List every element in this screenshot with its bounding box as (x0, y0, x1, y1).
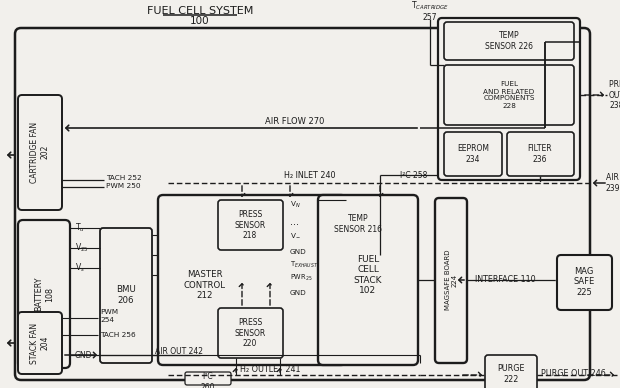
Text: I²C 258: I²C 258 (400, 170, 427, 180)
FancyBboxPatch shape (444, 65, 574, 125)
FancyBboxPatch shape (557, 255, 612, 310)
FancyBboxPatch shape (18, 220, 70, 368)
FancyBboxPatch shape (185, 372, 231, 385)
FancyBboxPatch shape (507, 132, 574, 176)
Text: AIR FLOW 270: AIR FLOW 270 (265, 118, 325, 126)
Text: PURGE
222: PURGE 222 (497, 364, 525, 384)
Text: V$_{-}$: V$_{-}$ (290, 231, 301, 239)
Text: MASTER
CONTROL
212: MASTER CONTROL 212 (184, 270, 226, 300)
Text: V$_N$: V$_N$ (290, 200, 301, 210)
Text: FUEL
CELL
STACK
102: FUEL CELL STACK 102 (354, 255, 383, 295)
Text: FUEL
AND RELATED
COMPONENTS
228: FUEL AND RELATED COMPONENTS 228 (483, 81, 534, 109)
Text: V$_s$: V$_s$ (75, 262, 85, 274)
FancyBboxPatch shape (18, 312, 62, 374)
Text: CARTRIDGE FAN
202: CARTRIDGE FAN 202 (30, 121, 50, 183)
Text: BMU
206: BMU 206 (116, 285, 136, 305)
FancyBboxPatch shape (318, 200, 398, 248)
Text: V$_{25}$: V$_{25}$ (75, 242, 89, 254)
Text: TACH 252: TACH 252 (106, 175, 142, 181)
Text: I²C
260: I²C 260 (201, 372, 215, 388)
Text: TEMP
SENSOR 216: TEMP SENSOR 216 (334, 214, 382, 234)
Text: FUEL CELL SYSTEM: FUEL CELL SYSTEM (147, 6, 253, 16)
FancyBboxPatch shape (218, 308, 283, 358)
Text: T$_{CARTRIDGE}$
257: T$_{CARTRIDGE}$ 257 (411, 0, 449, 23)
FancyBboxPatch shape (158, 195, 346, 365)
Text: 100: 100 (190, 16, 210, 26)
FancyBboxPatch shape (18, 95, 62, 210)
FancyBboxPatch shape (15, 28, 590, 380)
Text: EEPROM
234: EEPROM 234 (457, 144, 489, 164)
Text: T$_u$: T$_u$ (75, 222, 85, 234)
FancyBboxPatch shape (444, 132, 502, 176)
Text: TACH 256: TACH 256 (100, 332, 136, 338)
Text: FILTER
236: FILTER 236 (528, 144, 552, 164)
FancyBboxPatch shape (435, 198, 467, 363)
Text: PURGE OUT 246: PURGE OUT 246 (541, 369, 605, 379)
FancyBboxPatch shape (100, 228, 152, 363)
Text: H₂ INLET 240: H₂ INLET 240 (284, 170, 336, 180)
Text: PWR$_{25}$: PWR$_{25}$ (290, 273, 312, 283)
Text: MAG
SAFE
225: MAG SAFE 225 (574, 267, 595, 297)
Text: MAGSAFE BOARD
224: MAGSAFE BOARD 224 (445, 250, 458, 310)
Text: ...: ... (290, 217, 299, 227)
FancyBboxPatch shape (438, 18, 580, 180)
Text: GND: GND (75, 350, 92, 360)
Text: AIR OUT 242: AIR OUT 242 (155, 348, 203, 357)
FancyBboxPatch shape (444, 22, 574, 60)
FancyBboxPatch shape (318, 195, 418, 365)
Text: PWM 250: PWM 250 (106, 183, 141, 189)
Text: PRESS
SENSOR
220: PRESS SENSOR 220 (234, 318, 265, 348)
FancyBboxPatch shape (218, 200, 283, 250)
Text: BATTERY
108: BATTERY 108 (34, 277, 54, 311)
Text: PRESS
SENSOR
218: PRESS SENSOR 218 (234, 210, 265, 240)
Text: TEMP
SENSOR 226: TEMP SENSOR 226 (485, 31, 533, 51)
Text: PWM
254: PWM 254 (100, 310, 118, 322)
Text: GND: GND (290, 249, 307, 255)
FancyBboxPatch shape (485, 355, 537, 388)
Text: INTERFACE 110: INTERFACE 110 (475, 275, 535, 284)
Text: PRD H₂
OUT
238: PRD H₂ OUT 238 (609, 80, 620, 110)
Text: T$_{EXHAUST}$: T$_{EXHAUST}$ (290, 260, 318, 270)
Text: GND: GND (290, 290, 307, 296)
Text: STACK FAN
204: STACK FAN 204 (30, 322, 50, 364)
Text: AIR IN
239: AIR IN 239 (606, 173, 620, 193)
Text: H₂ OUTLET 241: H₂ OUTLET 241 (240, 365, 300, 374)
